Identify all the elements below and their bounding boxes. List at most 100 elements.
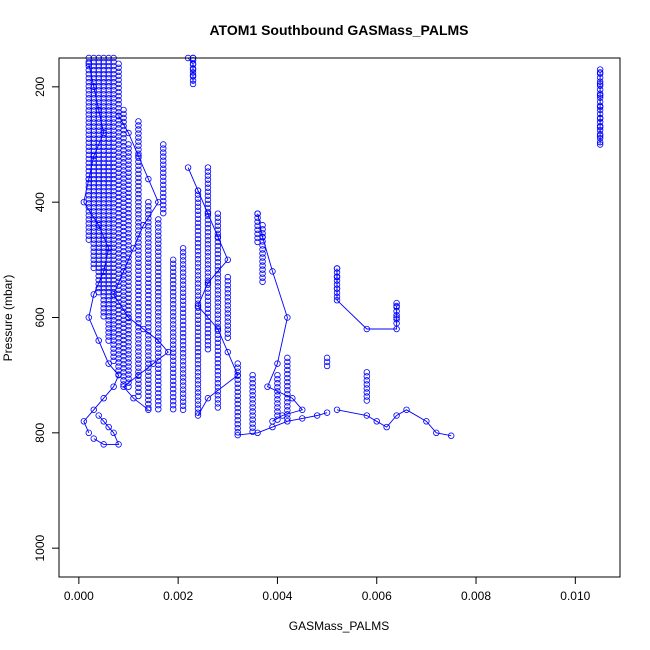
data-point (105, 139, 112, 146)
data-point (135, 287, 142, 295)
data-point (249, 404, 256, 411)
data-point (194, 324, 202, 332)
data-point (234, 360, 241, 367)
data-point (90, 216, 97, 223)
data-point (145, 364, 152, 371)
data-point (95, 248, 102, 255)
data-point (105, 115, 112, 122)
data-point (100, 70, 107, 78)
data-point (105, 252, 112, 259)
data-point (120, 130, 127, 138)
data-point (105, 317, 112, 324)
data-point (249, 380, 256, 387)
data-point (214, 355, 222, 363)
data-point (125, 165, 132, 172)
data-point (155, 337, 162, 344)
data-point (160, 145, 167, 152)
y-tick-label: 600 (33, 307, 47, 327)
data-point (90, 204, 97, 211)
data-point (85, 135, 92, 142)
data-point (284, 362, 291, 370)
data-point (115, 76, 122, 84)
series-line (257, 213, 304, 422)
data-point (145, 311, 152, 319)
data-point (100, 305, 107, 312)
data-point (179, 337, 187, 345)
data-point (323, 409, 331, 416)
data-point (100, 313, 107, 320)
data-point (110, 383, 117, 390)
data-point (363, 369, 371, 376)
data-point (90, 183, 97, 191)
data-point (179, 309, 187, 317)
data-point (100, 200, 107, 207)
data-point (100, 91, 107, 98)
data-point (105, 151, 112, 159)
data-point (85, 131, 92, 138)
data-point (224, 334, 231, 341)
data-point (85, 151, 92, 159)
data-point (85, 147, 92, 155)
data-point (194, 356, 202, 364)
data-point (135, 211, 142, 218)
data-point (145, 227, 152, 234)
data-point (214, 311, 222, 318)
data-point (194, 280, 202, 287)
data-point (373, 418, 380, 425)
data-point (214, 254, 222, 262)
data-point (224, 277, 231, 285)
x-tick-label: 0.000 (64, 589, 94, 603)
data-point (125, 290, 132, 298)
data-point (100, 66, 107, 74)
data-point (274, 360, 281, 367)
data-point (214, 367, 222, 375)
data-point (204, 279, 212, 287)
data-point (160, 153, 167, 160)
data-point (125, 363, 132, 370)
data-point (100, 232, 107, 239)
data-point (284, 366, 291, 374)
data-point (105, 155, 112, 163)
data-point (125, 286, 132, 294)
data-point (85, 139, 92, 146)
data-point (169, 305, 177, 312)
data-point (323, 358, 331, 366)
data-point (135, 182, 142, 190)
data-point (130, 245, 137, 252)
data-point (105, 264, 112, 272)
data-point (214, 258, 222, 266)
data-point (145, 380, 152, 388)
data-point (274, 392, 281, 399)
data-point (224, 322, 231, 329)
data-point (95, 106, 102, 114)
x-tick-label: 0.010 (560, 589, 590, 603)
data-point (90, 228, 97, 235)
data-point (299, 415, 306, 422)
data-point (179, 265, 187, 272)
data-point (105, 360, 112, 367)
data-point (448, 432, 455, 439)
data-point (100, 171, 107, 179)
data-point (125, 278, 132, 285)
data-point (135, 279, 142, 287)
data-point (135, 178, 142, 186)
data-point (160, 189, 167, 197)
data-point (234, 425, 241, 432)
data-point (204, 333, 212, 341)
data-point (214, 404, 222, 411)
data-point (95, 232, 102, 239)
data-point (274, 371, 281, 379)
data-point (145, 388, 152, 396)
data-point (145, 307, 152, 315)
data-point (254, 429, 261, 437)
data-point (80, 198, 88, 206)
data-point (135, 360, 142, 367)
data-point (125, 226, 132, 233)
data-point (95, 280, 102, 288)
data-point (249, 412, 256, 419)
data-point (214, 283, 222, 290)
data-point (90, 192, 97, 199)
data-point (214, 307, 222, 314)
data-point (105, 167, 112, 175)
